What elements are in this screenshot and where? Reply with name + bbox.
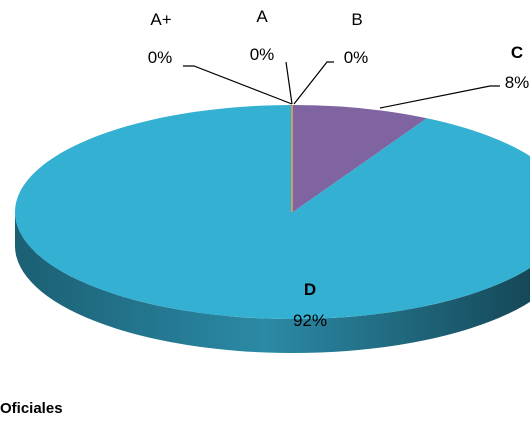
footer-label: Oficiales xyxy=(0,400,63,417)
percent-label-aplus: 0% xyxy=(148,48,173,67)
percent-label-a: 0% xyxy=(250,45,275,64)
leader-line-c xyxy=(379,85,500,109)
category-label-c: C xyxy=(511,43,523,62)
pie-slice-d xyxy=(15,105,530,319)
category-label-b: B xyxy=(351,10,362,29)
category-label-d: D xyxy=(304,280,316,299)
leader-line-b xyxy=(293,61,334,105)
category-label-a: A xyxy=(256,7,268,26)
leader-line-aplus xyxy=(183,65,293,105)
pie-slice-c xyxy=(293,105,427,212)
pie-side-wall xyxy=(15,212,530,353)
leader-line-a xyxy=(285,61,293,105)
percent-label-b: 0% xyxy=(344,48,369,67)
percent-label-c: 8% xyxy=(505,73,530,92)
percent-label-d: 92% xyxy=(293,311,327,330)
category-label-aplus: A+ xyxy=(150,10,171,29)
